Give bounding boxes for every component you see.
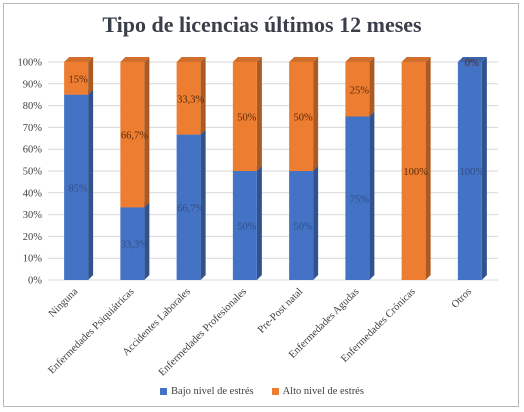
bar-top [457,57,487,62]
legend-swatch-alto [271,388,279,395]
bar-front [120,207,145,280]
data-label: 100% [403,167,428,178]
legend-label-bajo: Bajo nivel de estrés [171,386,254,397]
bar-side [369,57,375,117]
data-label: 33,3% [121,240,148,251]
bar-front [176,134,201,280]
bar-top [345,57,375,62]
bar-side [200,57,206,135]
bar-top [176,57,206,62]
data-label: 85% [69,183,89,194]
category-label: Pre-Post natal [256,286,305,335]
chart-title: Tipo de licencias últimos 12 meses [102,12,422,37]
bar-side [88,57,94,95]
category-label: Otros [450,286,474,310]
data-label: 66,7% [121,131,148,142]
bar-top [120,57,150,62]
data-label: 33,3% [177,94,204,105]
bar-side [144,57,150,208]
y-tick-label: 90% [23,79,43,90]
legend-item-bajo: Bajo nivel de estrés [160,386,254,397]
y-axis-ticks: 0% 10% 20% 30% 40% 50% 60% 70% 80% 90% 100% [18,58,43,287]
bar-segment [457,57,487,280]
bar-side [256,166,262,280]
data-label-layer: 85% 15% 33,3% 66,7% 66,7% 33,3% 50% 50% 50% 50% 75… [69,58,485,251]
bar-segment [289,166,319,280]
bar-segment [289,57,319,171]
bar-front [120,62,145,208]
data-label: 50% [237,113,257,124]
bar-side [369,111,375,280]
legend: Bajo nivel de estrés Alto nivel de estré… [0,386,524,397]
category-label: Ninguna [47,286,81,320]
y-tick-label: 40% [23,188,43,199]
bar-side [481,57,487,280]
legend-label-alto: Alto nivel de estrés [282,386,364,397]
bar-front [64,94,89,280]
bar-segment [120,57,150,208]
bar-segment [176,57,206,135]
y-tick-label: 100% [18,58,43,69]
bar-side [88,89,94,280]
bar-side [256,57,262,171]
data-label: 50% [237,222,257,233]
y-tick-label: 20% [23,232,43,243]
bar-front [64,62,89,95]
bar-front [232,62,257,171]
data-label: 75% [350,194,370,205]
y-tick-label: 80% [23,101,43,112]
y-tick-label: 0% [28,276,42,287]
data-label: 50% [294,222,314,233]
legend-swatch-bajo [160,388,168,395]
data-label: 0% [465,58,479,69]
bar-top [401,57,431,62]
data-label: 50% [294,113,314,124]
bar-front [176,62,201,135]
bar-top [232,57,262,62]
bar-front [457,62,482,280]
bar-side [144,202,150,280]
bar-side [425,57,431,280]
y-tick-label: 70% [23,123,43,134]
bar-front [232,171,257,280]
bar-side [313,57,319,171]
bar-segment [232,57,262,171]
y-tick-label: 30% [23,210,43,221]
bar-top [289,57,319,62]
bar-segment [232,166,262,280]
data-label: 66,7% [177,203,204,214]
bar-segment [64,57,94,95]
data-label: 25% [350,85,370,96]
y-tick-label: 50% [23,167,43,178]
bar-front [345,62,370,117]
bar-side [313,166,319,280]
legend-item-alto: Alto nivel de estrés [271,386,364,397]
data-label: 15% [69,74,89,85]
bar-front [401,62,426,280]
bar-segment [64,89,94,280]
bar-side [200,129,206,280]
bar-top [64,57,94,62]
bar-segment [345,57,375,117]
bar-front [289,171,314,280]
y-tick-label: 10% [23,254,43,265]
bar-segment [401,57,431,280]
bar-front [289,62,314,171]
bar-front [345,116,370,280]
y-tick-label: 60% [23,145,43,156]
bar-layer [64,57,487,280]
data-label: 100% [460,167,485,178]
